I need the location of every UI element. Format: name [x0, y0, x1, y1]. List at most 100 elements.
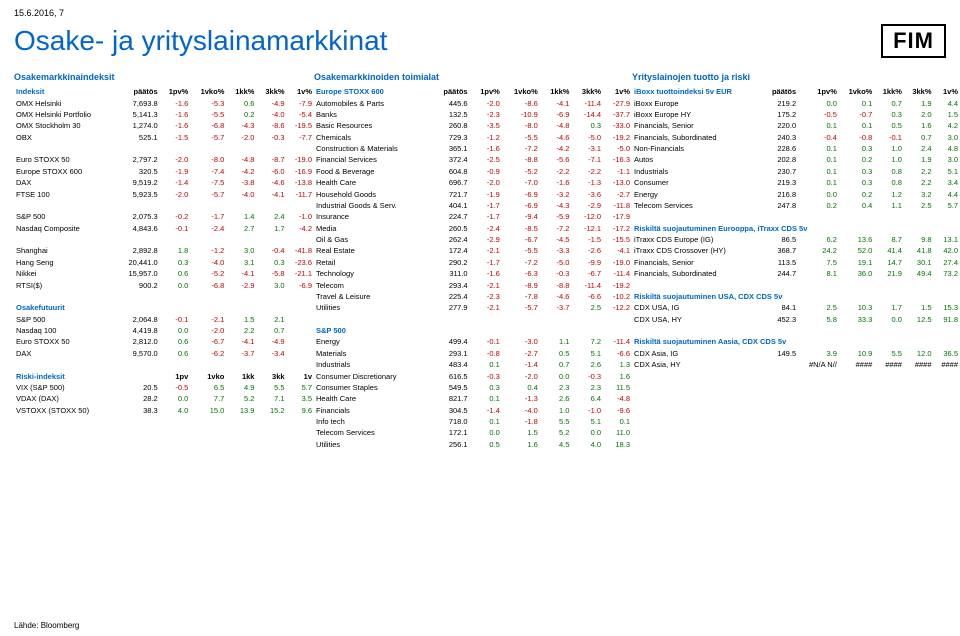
cell: -1.6	[160, 97, 191, 108]
cell: 0.2	[839, 188, 874, 199]
cell: 2,064.8	[117, 314, 160, 325]
cell: -8.0	[502, 120, 540, 131]
cell: -16.9	[287, 166, 314, 177]
cell: 5.5	[256, 382, 286, 393]
cell: -4.6	[540, 291, 572, 302]
cell: -3.5	[470, 120, 502, 131]
cell: -1.0	[287, 211, 314, 222]
cell: Real Estate	[314, 245, 431, 256]
cell: 0.5	[470, 439, 502, 450]
cell: -21.1	[287, 268, 314, 279]
cell: -6.7	[502, 234, 540, 245]
cell: 4.8	[934, 143, 960, 154]
page-date: 15.6.2016, 7	[14, 8, 946, 18]
cell: -11.4	[603, 268, 632, 279]
cell: DAX	[14, 177, 117, 188]
cell: 5.1	[934, 166, 960, 177]
table-row: Travel & Leisure225.4-2.3-7.8-4.6-6.6-10…	[314, 291, 632, 302]
cell: 36.5	[934, 348, 960, 359]
cell: 0.0	[540, 370, 572, 381]
col-header: Indeksit	[14, 86, 117, 97]
cell: 260.8	[431, 120, 470, 131]
cell: Financials, Senior	[632, 257, 762, 268]
cell: -2.6	[571, 245, 603, 256]
cell: 240.3	[762, 132, 798, 143]
cell: CDX Asia, IG	[632, 348, 762, 359]
cell: 216.8	[762, 188, 798, 199]
cell: -1.6	[160, 109, 191, 120]
cell: #N/A N//	[798, 359, 839, 370]
table-row: Household Goods721.7-1.9-6.9-3.2-3.6-2.7	[314, 188, 632, 199]
cell: -2.7	[502, 348, 540, 359]
cell: -19.5	[287, 120, 314, 131]
cell: -4.8	[603, 393, 632, 404]
cell: 0.0	[160, 279, 191, 290]
cell: 91.8	[934, 314, 960, 325]
table-row: FTSE 1005,923.5-2.0-5.7-4.0-4.1-11.7	[14, 188, 314, 199]
table-row: Banks132.5-2.3-10.9-6.9-14.4-37.7	[314, 109, 632, 120]
table-row: Construction & Materials365.1-1.6-7.2-4.…	[314, 143, 632, 154]
col-header: 3kk%	[256, 86, 286, 97]
cell: 2.3	[540, 382, 572, 393]
sec-head-3: Yrityslainojen tuotto ja riski	[632, 72, 960, 82]
cell: 821.7	[431, 393, 470, 404]
cell: -4.1	[540, 97, 572, 108]
cell: -2.4	[470, 223, 502, 234]
cell: -4.0	[190, 257, 226, 268]
cell: -3.3	[540, 245, 572, 256]
cell: 244.7	[762, 268, 798, 279]
cell: 52.0	[839, 245, 874, 256]
cell: 260.5	[431, 223, 470, 234]
cell: 0.0	[160, 393, 191, 404]
sub-usa: Riskiltä suojautuminen USA, CDX CDS 5v	[632, 291, 960, 302]
cell: -2.9	[571, 200, 603, 211]
cell: -6.7	[190, 336, 226, 347]
cell: 2,797.2	[117, 154, 160, 165]
table-row: Industrial Goods & Serv.404.1-1.7-6.9-4.…	[314, 200, 632, 211]
cell: -8.6	[256, 120, 286, 131]
cell: 4.9	[226, 382, 256, 393]
cell: 5.8	[798, 314, 839, 325]
cell: -1.6	[160, 120, 191, 131]
cell: 0.4	[502, 382, 540, 393]
cell: -2.0	[470, 177, 502, 188]
col-header	[571, 325, 603, 336]
cell: -2.1	[470, 245, 502, 256]
cell: -0.3	[256, 132, 286, 143]
cell: Health Care	[314, 177, 431, 188]
sec-head-2: Osakemarkkinoiden toimialat	[314, 72, 632, 82]
cell: 41.8	[904, 245, 934, 256]
logo: FIM	[881, 24, 946, 58]
col-header: 1kk%	[540, 86, 572, 97]
col-header	[470, 325, 502, 336]
cell: 5.1	[571, 348, 603, 359]
cell: 24.2	[798, 245, 839, 256]
cell: -5.0	[540, 257, 572, 268]
cell: Financial Services	[314, 154, 431, 165]
cell: 149.5	[762, 348, 798, 359]
cell: 15.3	[934, 302, 960, 313]
cell: Euro STOXX 50	[14, 336, 117, 347]
table-row: OMX Helsinki7,693.8-1.6-5.30.6-4.9-7.9	[14, 97, 314, 108]
table-row: Health Care821.70.1-1.32.66.4-4.8	[314, 393, 632, 404]
cell: 7.5	[798, 257, 839, 268]
cell: -23.6	[287, 257, 314, 268]
cell: -6.0	[256, 166, 286, 177]
col-header: 1v%	[603, 86, 632, 97]
col-header: 1pv%	[470, 86, 502, 97]
cell: -0.8	[470, 348, 502, 359]
cell: 3.0	[934, 132, 960, 143]
table-row: Telecom Services247.80.20.41.12.55.7	[632, 200, 960, 211]
cell: -8.5	[502, 223, 540, 234]
cell: 0.0	[571, 427, 603, 438]
cell: -4.8	[226, 154, 256, 165]
cell: -7.0	[502, 177, 540, 188]
cell: -5.7	[190, 188, 226, 199]
cell: 5,923.5	[117, 188, 160, 199]
cell: Technology	[314, 268, 431, 279]
cell	[287, 336, 314, 347]
cell: -2.4	[190, 223, 226, 234]
cell: -13.0	[603, 177, 632, 188]
cell	[287, 325, 314, 336]
cell: Consumer	[632, 177, 762, 188]
